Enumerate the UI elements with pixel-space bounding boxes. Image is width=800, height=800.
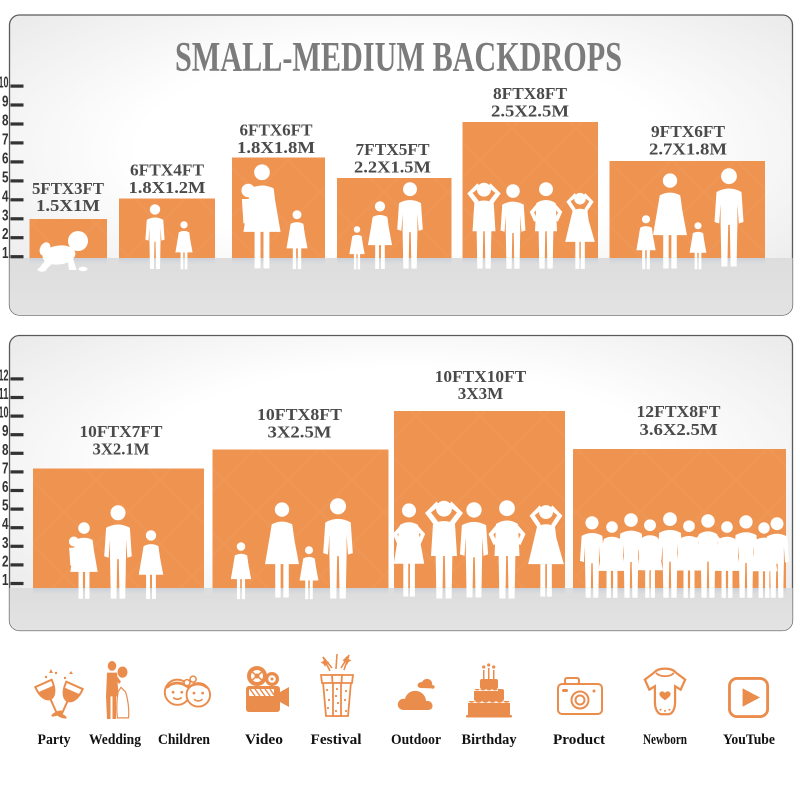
svg-text:10: 10: [0, 405, 9, 422]
svg-text:Festival: Festival: [311, 732, 362, 748]
svg-text:Outdoor: Outdoor: [391, 732, 441, 748]
svg-text:4: 4: [2, 188, 9, 205]
svg-text:6FTX6FT: 6FTX6FT: [240, 121, 314, 140]
svg-text:Newborn: Newborn: [643, 732, 687, 748]
svg-text:2.7X1.8M: 2.7X1.8M: [649, 140, 727, 159]
svg-text:3: 3: [2, 207, 9, 224]
svg-text:3X2.5M: 3X2.5M: [268, 423, 332, 442]
svg-text:1.8X1.8M: 1.8X1.8M: [237, 138, 315, 157]
svg-text:SMALL-MEDIUM BACKDROPS: SMALL-MEDIUM BACKDROPS: [175, 34, 622, 81]
svg-text:12: 12: [0, 367, 9, 384]
svg-text:5: 5: [2, 169, 9, 186]
svg-text:Birthday: Birthday: [462, 732, 517, 748]
svg-text:1: 1: [2, 572, 9, 589]
svg-text:10FTX10FT: 10FTX10FT: [435, 367, 527, 386]
svg-text:Party: Party: [38, 732, 71, 748]
svg-text:8: 8: [2, 442, 9, 459]
svg-text:10FTX7FT: 10FTX7FT: [80, 422, 164, 441]
svg-text:5FTX3FT: 5FTX3FT: [32, 179, 105, 198]
svg-text:3.6X2.5M: 3.6X2.5M: [640, 420, 718, 439]
svg-text:9FTX6FT: 9FTX6FT: [651, 122, 726, 141]
svg-text:10FTX8FT: 10FTX8FT: [257, 405, 343, 424]
svg-text:2.5X2.5M: 2.5X2.5M: [491, 102, 569, 121]
svg-text:2: 2: [2, 226, 9, 243]
svg-text:4: 4: [2, 516, 9, 533]
svg-text:Wedding: Wedding: [89, 732, 141, 748]
svg-text:3: 3: [2, 535, 9, 552]
svg-text:7: 7: [2, 131, 9, 148]
svg-text:5: 5: [2, 498, 9, 515]
svg-text:9: 9: [2, 94, 9, 111]
svg-text:Children: Children: [158, 732, 211, 748]
svg-text:Video: Video: [245, 732, 283, 748]
svg-text:3X3M: 3X3M: [458, 384, 504, 403]
svg-text:7: 7: [2, 460, 9, 477]
svg-text:1: 1: [2, 245, 9, 262]
svg-text:6: 6: [2, 150, 9, 167]
svg-text:10: 10: [0, 75, 9, 92]
svg-text:Product: Product: [553, 732, 605, 748]
svg-text:2: 2: [2, 553, 9, 570]
svg-text:8FTX8FT: 8FTX8FT: [493, 84, 568, 103]
svg-text:2.2X1.5M: 2.2X1.5M: [354, 158, 431, 177]
svg-text:6FTX4FT: 6FTX4FT: [130, 161, 205, 180]
svg-text:8: 8: [2, 113, 9, 130]
svg-text:9: 9: [2, 423, 9, 440]
svg-text:1.5X1M: 1.5X1M: [36, 196, 100, 215]
svg-text:1.8X1.2M: 1.8X1.2M: [129, 178, 206, 197]
svg-text:6: 6: [2, 479, 9, 496]
svg-text:3X2.1M: 3X2.1M: [93, 439, 150, 458]
svg-text:11: 11: [0, 386, 9, 403]
svg-text:YouTube: YouTube: [723, 732, 775, 748]
svg-text:7FTX5FT: 7FTX5FT: [356, 140, 431, 159]
svg-text:12FTX8FT: 12FTX8FT: [637, 402, 722, 421]
